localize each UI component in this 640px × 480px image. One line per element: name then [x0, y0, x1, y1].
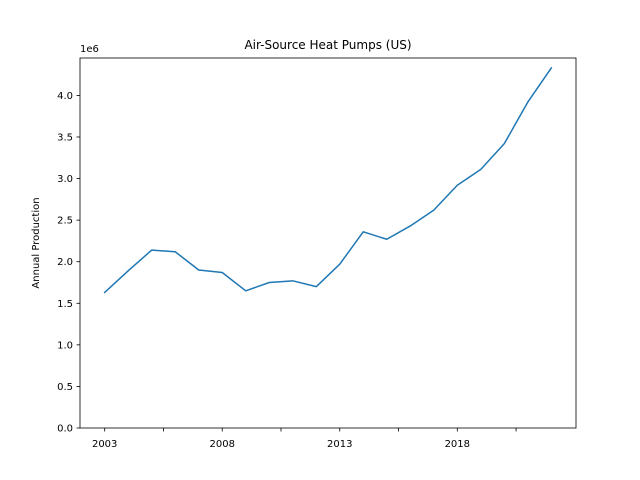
- y-tick-label: 2.0: [57, 257, 73, 268]
- x-tick-label: 2018: [445, 439, 470, 450]
- chart-title: Air-Source Heat Pumps (US): [244, 38, 411, 52]
- y-tick-label: 3.5: [57, 132, 73, 143]
- y-tick-label: 0.5: [57, 382, 73, 393]
- y-tick-label: 0.0: [57, 424, 73, 435]
- y-tick-label: 1.0: [57, 340, 73, 351]
- x-tick-label: 2013: [327, 439, 352, 450]
- y-axis-label: Annual Production: [31, 197, 42, 288]
- y-tick-label: 3.0: [57, 174, 73, 185]
- y-tick-label: 1.5: [57, 299, 73, 310]
- y-tick-label: 4.0: [57, 91, 73, 102]
- axes-frame: [79, 57, 577, 429]
- y-tick-label: 2.5: [57, 216, 73, 227]
- series-line-0: [103, 66, 553, 294]
- x-tick-label: 2003: [92, 439, 117, 450]
- x-tick-label: 2008: [209, 439, 234, 450]
- y-axis-offset-label: 1e6: [80, 44, 99, 55]
- plot-area: 0.0 0.5 1.0 1.5 2.0 2.5 3.0 3.5 4.0 2003 2008 2013 2…: [57, 57, 577, 450]
